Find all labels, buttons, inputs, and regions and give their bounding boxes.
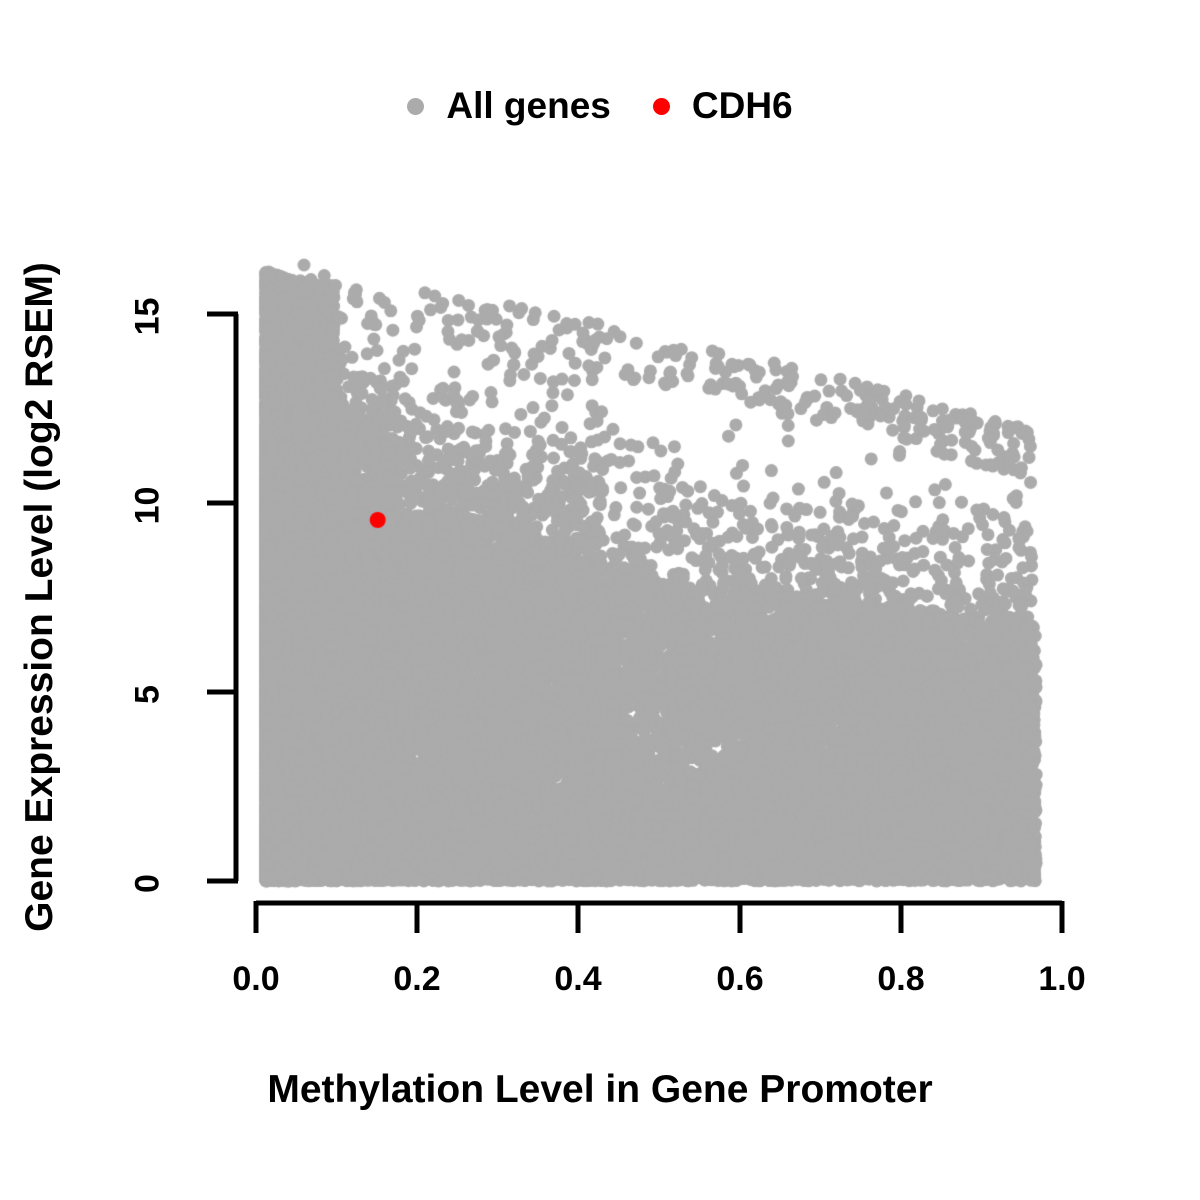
x-tick-label-0.0: 0.0 xyxy=(232,960,280,998)
x-axis-title: Methylation Level in Gene Promoter xyxy=(267,1068,933,1111)
y-tick-label-10: 10 xyxy=(128,486,167,525)
y-tick-label-0: 0 xyxy=(128,874,167,893)
legend-marker-cdh6-icon xyxy=(652,97,670,115)
x-tick-label-1.0: 1.0 xyxy=(1038,960,1086,998)
x-tick-label-0.2: 0.2 xyxy=(393,960,441,998)
y-tick-label-15: 15 xyxy=(128,297,167,336)
x-tick-label-0.4: 0.4 xyxy=(554,960,602,998)
x-tick-label-0.8: 0.8 xyxy=(877,960,925,998)
chart-legend: All genes CDH6 xyxy=(0,78,1200,134)
legend-label-cdh6: CDH6 xyxy=(691,85,793,126)
legend-item-all-genes: All genes xyxy=(407,85,611,127)
legend-label-all-genes: All genes xyxy=(446,85,611,126)
legend-marker-all-genes-icon xyxy=(407,97,425,115)
y-tick-label-5: 5 xyxy=(128,685,167,704)
legend-item-cdh6: CDH6 xyxy=(652,85,793,127)
x-tick-label-0.6: 0.6 xyxy=(716,960,764,998)
